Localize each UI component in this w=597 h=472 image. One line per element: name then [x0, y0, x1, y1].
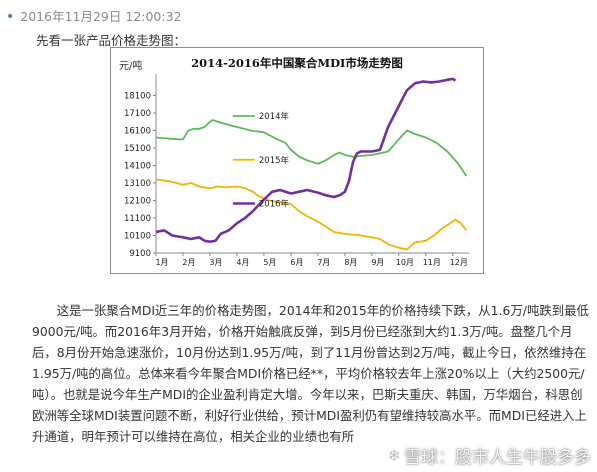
y-tick-label: 17100 — [124, 109, 151, 119]
article-paragraph: 这是一张聚合MDI近三年的价格走势图，2014年和2015年的价格持续下跌，从1… — [32, 303, 589, 444]
price-trend-chart: 2014-2016年中国聚合MDI市场走势图 元/吨 9100 10100 11100 1… — [110, 47, 484, 274]
snowball-icon: ❄ — [387, 446, 401, 465]
x-tick-label: 6月 — [290, 258, 303, 267]
x-tick-label: 8月 — [344, 258, 357, 267]
watermark-text: 雪球：股市人生牛股多多 — [404, 448, 591, 468]
y-tick-label: 13100 — [124, 179, 151, 189]
y-tick-label: 15100 — [124, 144, 151, 154]
x-tick-label: 11月 — [423, 258, 441, 267]
x-tick-label: 5月 — [263, 258, 276, 267]
chart-title: 2014-2016年中国聚合MDI市场走势图 — [191, 56, 403, 70]
y-tick-label: 16100 — [124, 127, 151, 137]
x-tick-label: 10月 — [396, 258, 414, 267]
bullet-dot-icon: • — [6, 9, 15, 25]
x-tick-label: 4月 — [236, 258, 249, 267]
series-line-1 — [155, 119, 468, 177]
x-tick-label: 9月 — [371, 258, 384, 267]
y-tick-label: 9100 — [129, 249, 151, 259]
post-timestamp: 2016年11月29日 12:00:32 — [20, 9, 182, 24]
series-line-2 — [155, 178, 468, 251]
y-tick-label: 18100 — [124, 92, 151, 102]
x-tick-label: 1月 — [155, 258, 168, 267]
x-tick-label: 3月 — [209, 258, 222, 267]
x-tick-label: 12月 — [450, 258, 468, 267]
y-tick-label: 10100 — [124, 232, 151, 242]
legend-label-1: 2014年 — [259, 111, 290, 122]
watermark: ❄ 雪球：股市人生牛股多多 — [388, 443, 591, 468]
x-tick-label: 2月 — [182, 258, 195, 267]
x-tick-label: 7月 — [317, 258, 330, 267]
legend-label-2: 2015年 — [259, 155, 290, 166]
y-tick-label: 11100 — [124, 214, 151, 224]
y-tick-label: 14100 — [124, 162, 151, 172]
chart-canvas: 2014-2016年中国聚合MDI市场走势图 元/吨 9100 10100 11100 1… — [119, 56, 469, 267]
intro-text: 先看一张产品价格走势图： — [36, 33, 187, 48]
post-header: • 2016年11月29日 12:00:32 — [6, 6, 182, 25]
y-tick-label: 12100 — [124, 197, 151, 207]
legend-label-3: 2016年 — [259, 199, 290, 210]
series-line-3 — [155, 77, 457, 243]
y-axis-unit-label: 元/吨 — [119, 59, 142, 72]
